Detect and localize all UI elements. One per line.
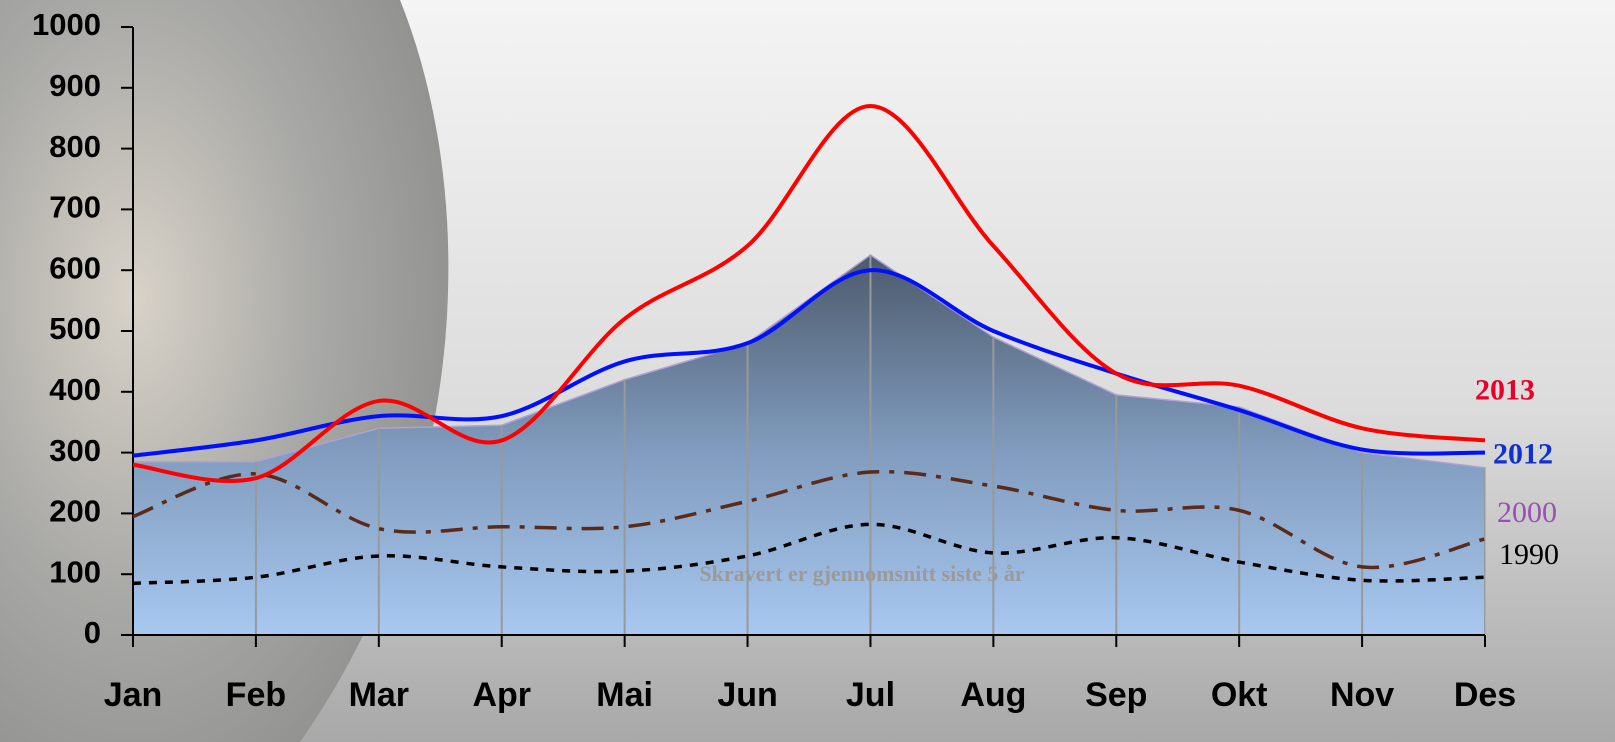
series-label: 2012 xyxy=(1493,437,1553,470)
y-tick-label: 800 xyxy=(49,129,101,164)
x-tick-label: Jan xyxy=(104,676,163,714)
series-label: 2000 xyxy=(1497,496,1557,529)
line-2013 xyxy=(132,104,1486,483)
x-tick-label: Aug xyxy=(960,676,1026,714)
y-tick-label: 700 xyxy=(49,190,101,225)
plot: Jan Feb Mar Apr Mai Jun Jul Aug Sep Okt Nov Des 0 100… xyxy=(32,7,1559,714)
x-tick-label: Mai xyxy=(596,676,653,714)
y-tick-label: 1000 xyxy=(32,7,101,42)
y-tick-label: 500 xyxy=(49,311,101,346)
y-tick-label: 0 xyxy=(84,615,101,650)
y-tick-label: 100 xyxy=(49,554,101,589)
y-tick-label: 300 xyxy=(49,433,101,468)
line-2000 xyxy=(132,469,1486,570)
y-tick-label: 200 xyxy=(49,494,101,529)
x-tick-label: Okt xyxy=(1211,676,1268,714)
x-tick-label: Des xyxy=(1454,676,1516,714)
x-tick-label: Feb xyxy=(226,676,286,714)
annotation: Skravert er gjennomsnitt siste 5 år xyxy=(699,561,1024,586)
x-tick-label: Sep xyxy=(1085,676,1147,714)
y-tick-label: 400 xyxy=(49,372,101,407)
y-tick-label: 600 xyxy=(49,250,101,285)
x-tick-label: Jun xyxy=(717,676,777,714)
series-label: 2013 xyxy=(1475,373,1535,406)
x-tick-label: Apr xyxy=(472,676,531,714)
x-tick-label: Mar xyxy=(349,676,409,714)
series-label: 1990 xyxy=(1499,538,1559,571)
x-tick-label: Jul xyxy=(846,676,895,714)
y-tick-label: 900 xyxy=(49,68,101,103)
line-2012 xyxy=(132,268,1486,458)
x-tick-label: Nov xyxy=(1330,676,1394,714)
